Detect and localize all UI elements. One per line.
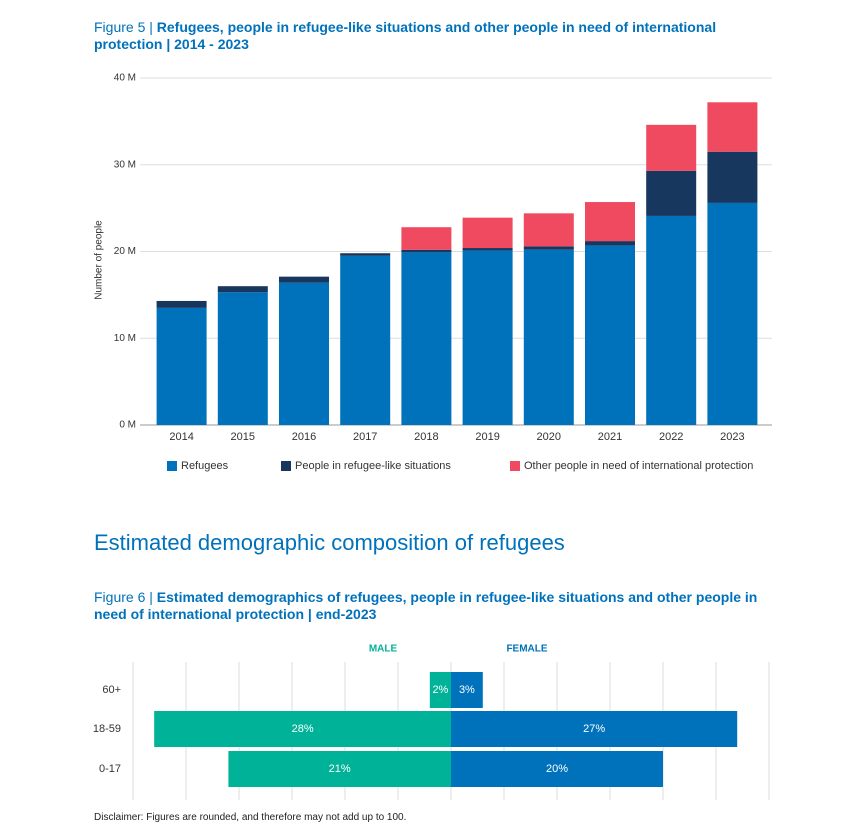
bar-segment <box>523 249 574 425</box>
legend-label: People in refugee-like situations <box>295 460 451 472</box>
bar-segment <box>462 248 513 251</box>
x-tick-label: 2023 <box>720 431 744 443</box>
bar-segment <box>340 253 391 256</box>
y-axis-label: Number of people <box>94 220 105 300</box>
x-tick-label: 2014 <box>169 431 193 443</box>
bar-segment <box>707 151 758 203</box>
title: Refugees, people in refugee-like situati… <box>94 19 717 52</box>
figure-title: Figure 6 | Estimated demographics of ref… <box>94 589 784 623</box>
bar <box>228 751 451 787</box>
y-tick-label: 0-17 <box>99 763 121 775</box>
bar-segment <box>585 202 635 242</box>
bar <box>429 672 451 708</box>
bar-segment <box>401 249 452 253</box>
figure-label: Figure 6 | <box>94 589 153 605</box>
legend-swatch <box>510 461 520 471</box>
bar-segment <box>585 241 635 246</box>
bar-segment <box>707 102 758 152</box>
bar-segment <box>462 250 513 425</box>
figure-title: Figure 5 | Refugees, people in refugee-l… <box>94 19 784 53</box>
bar-segment <box>279 276 329 283</box>
y-tick-label: 0 M <box>119 420 136 431</box>
bar-segment <box>217 286 268 293</box>
bar <box>154 711 451 747</box>
bar-segment <box>646 215 697 425</box>
x-tick-label: 2015 <box>231 431 255 443</box>
bar-segment <box>156 307 207 425</box>
bar-segment <box>401 252 452 425</box>
y-tick-label: 10 M <box>114 333 136 344</box>
value-label: 3% <box>459 684 475 696</box>
value-label: 20% <box>546 763 568 775</box>
x-tick-label: 2019 <box>475 431 499 443</box>
value-label: 28% <box>292 723 314 735</box>
bar-segment <box>646 124 697 171</box>
disclaimer: Disclaimer: Figures are rounded, and the… <box>94 812 407 823</box>
legend-label: Other people in need of international pr… <box>524 460 753 472</box>
bar <box>451 711 738 747</box>
legend-label: Refugees <box>181 460 229 472</box>
value-label: 27% <box>583 723 605 735</box>
bar-segment <box>401 227 452 250</box>
y-tick-label: 40 M <box>114 73 136 84</box>
bar-segment <box>217 292 268 425</box>
legend-swatch <box>167 461 177 471</box>
bar-segment <box>707 202 758 425</box>
bar-segment <box>279 282 329 425</box>
section-heading: Estimated demographic composition of ref… <box>94 530 565 555</box>
y-tick-label: 20 M <box>114 246 136 257</box>
x-tick-label: 2017 <box>353 431 377 443</box>
value-label: 21% <box>329 763 351 775</box>
bar-segment <box>462 217 513 249</box>
x-tick-label: 2021 <box>598 431 622 443</box>
series-label: FEMALE <box>506 644 547 655</box>
title: Estimated demographics of refugees, peop… <box>94 589 758 622</box>
figure-label: Figure 5 | <box>94 19 153 35</box>
bar-segment <box>585 245 635 425</box>
y-tick-label: 18-59 <box>93 723 121 735</box>
x-tick-label: 2018 <box>414 431 438 443</box>
value-label: 2% <box>432 684 448 696</box>
series-label: MALE <box>369 644 398 655</box>
bar-segment <box>523 246 574 250</box>
bar <box>451 751 663 787</box>
y-tick-label: 30 M <box>114 159 136 170</box>
bar-segment <box>646 170 697 216</box>
bar <box>451 672 483 708</box>
x-tick-label: 2022 <box>659 431 683 443</box>
bar-segment <box>523 213 574 247</box>
bar-segment <box>340 255 391 425</box>
bar-segment <box>156 300 207 308</box>
y-tick-label: 60+ <box>102 684 121 696</box>
legend-swatch <box>281 461 291 471</box>
x-tick-label: 2020 <box>537 431 561 443</box>
x-tick-label: 2016 <box>292 431 316 443</box>
